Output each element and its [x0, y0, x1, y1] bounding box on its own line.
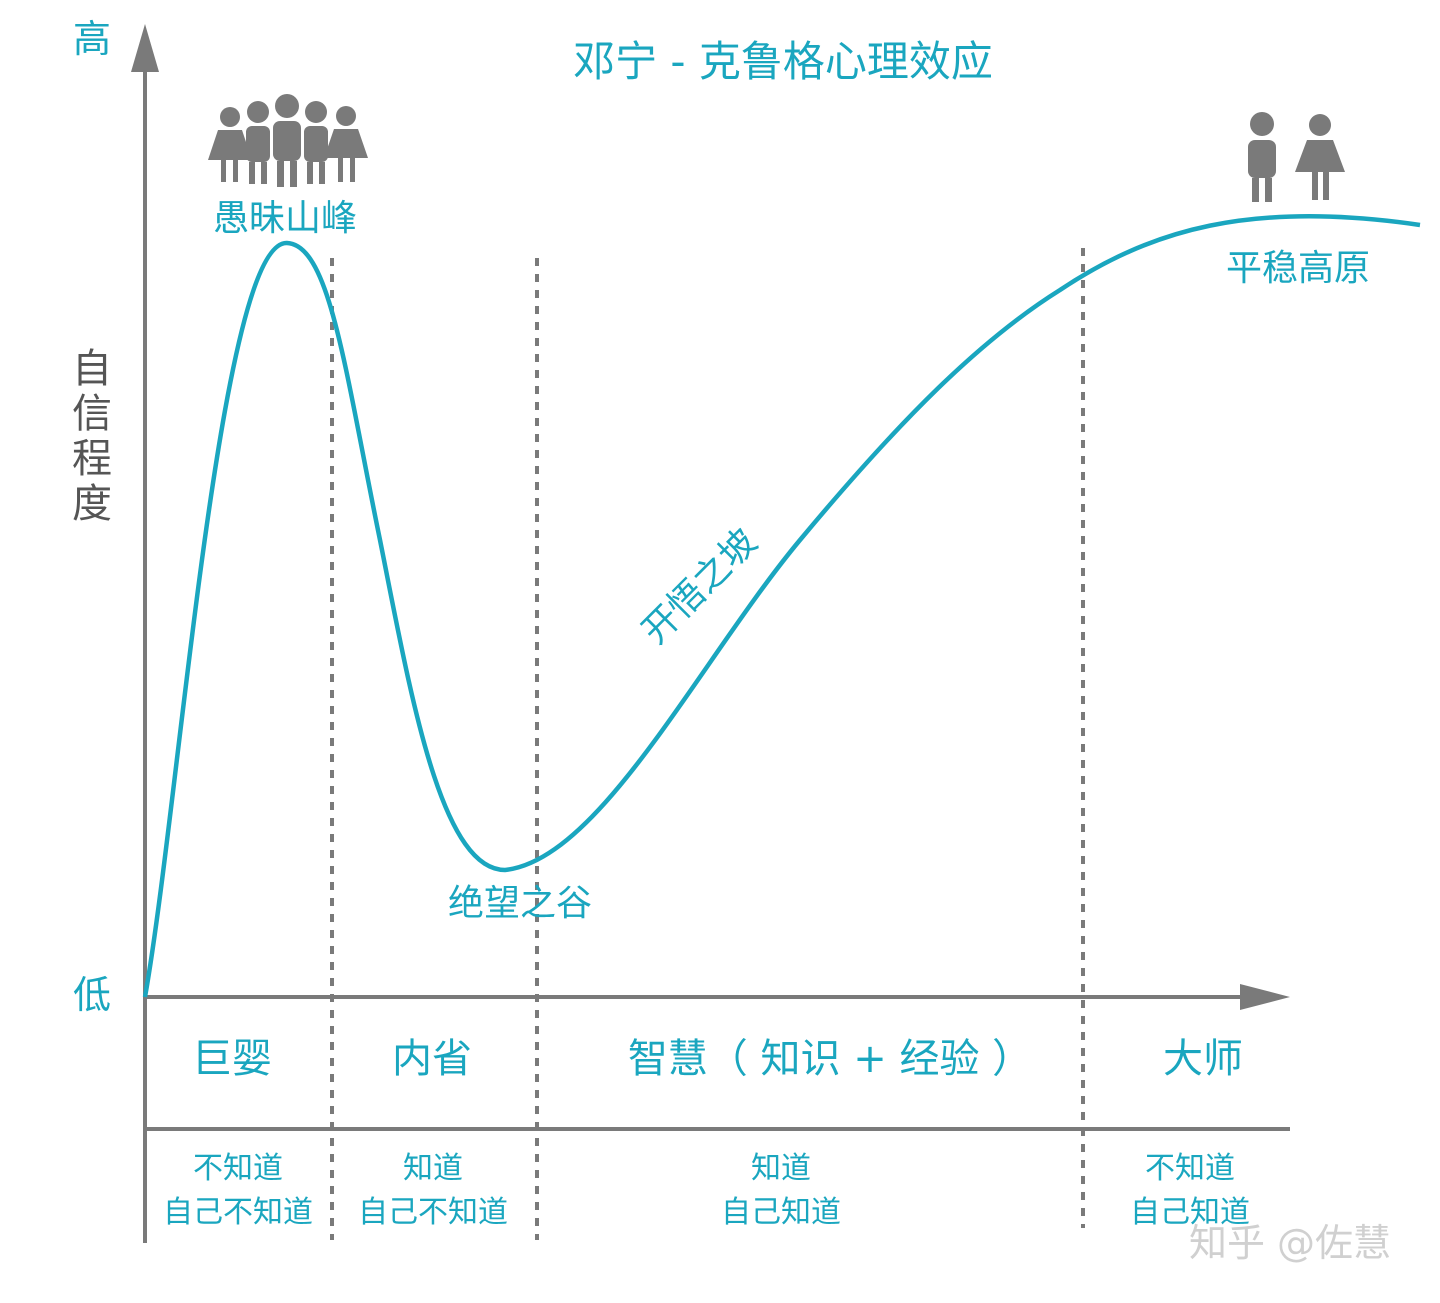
stage-description-line: 自己知道	[1130, 1195, 1250, 1230]
y-axis-high-label: 高	[73, 17, 111, 61]
stage-description-line: 不知道	[1145, 1151, 1235, 1186]
person-figure	[273, 94, 301, 187]
group-of-people-icon	[208, 94, 368, 187]
plateau-label: 平稳高原	[1226, 248, 1370, 289]
stage-description-line: 知道	[403, 1151, 463, 1186]
stage-description-line: 自己不知道	[163, 1195, 313, 1230]
y-axis	[131, 24, 159, 1243]
person-figure	[324, 106, 368, 182]
two-people-icon	[1248, 112, 1345, 202]
y-axis-low-label: 低	[73, 973, 111, 1017]
stage-description-line: 自己不知道	[358, 1195, 508, 1230]
y-axis-title-char: 程	[72, 436, 112, 482]
person-figure	[1248, 112, 1276, 202]
slope-label: 开悟之坡	[634, 521, 765, 652]
stage-name: 内省	[392, 1036, 472, 1082]
stage-name: 巨婴	[192, 1036, 272, 1082]
valley-label: 绝望之谷	[448, 883, 592, 924]
stage-description-line: 不知道	[193, 1151, 283, 1186]
y-axis-title-char: 自	[72, 346, 112, 392]
stage-description-line: 自己知道	[721, 1195, 841, 1230]
person-figure	[208, 107, 252, 182]
stage-description-line: 知道	[751, 1151, 811, 1186]
y-axis-title-char: 信	[72, 391, 112, 437]
stage-name: 大师	[1163, 1036, 1243, 1082]
stage-dividers	[330, 248, 1085, 1240]
person-figure	[1295, 114, 1345, 200]
person-figure	[304, 101, 328, 184]
person-figure	[246, 101, 270, 184]
confidence-curve	[142, 213, 1421, 998]
x-axis	[145, 984, 1290, 1010]
y-axis-arrowhead	[131, 24, 159, 72]
stage-name: 智慧（ 知识 + 经验 ）	[628, 1036, 1032, 1082]
y-axis-title: 自 信 程 度	[72, 346, 112, 527]
x-axis-arrowhead	[1240, 984, 1290, 1010]
diagram-title: 邓宁 - 克鲁格心理效应	[573, 37, 993, 86]
watermark: 知乎 @佐慧	[1189, 1221, 1391, 1265]
y-axis-title-char: 度	[72, 481, 112, 527]
peak-label: 愚昧山峰	[213, 198, 357, 239]
